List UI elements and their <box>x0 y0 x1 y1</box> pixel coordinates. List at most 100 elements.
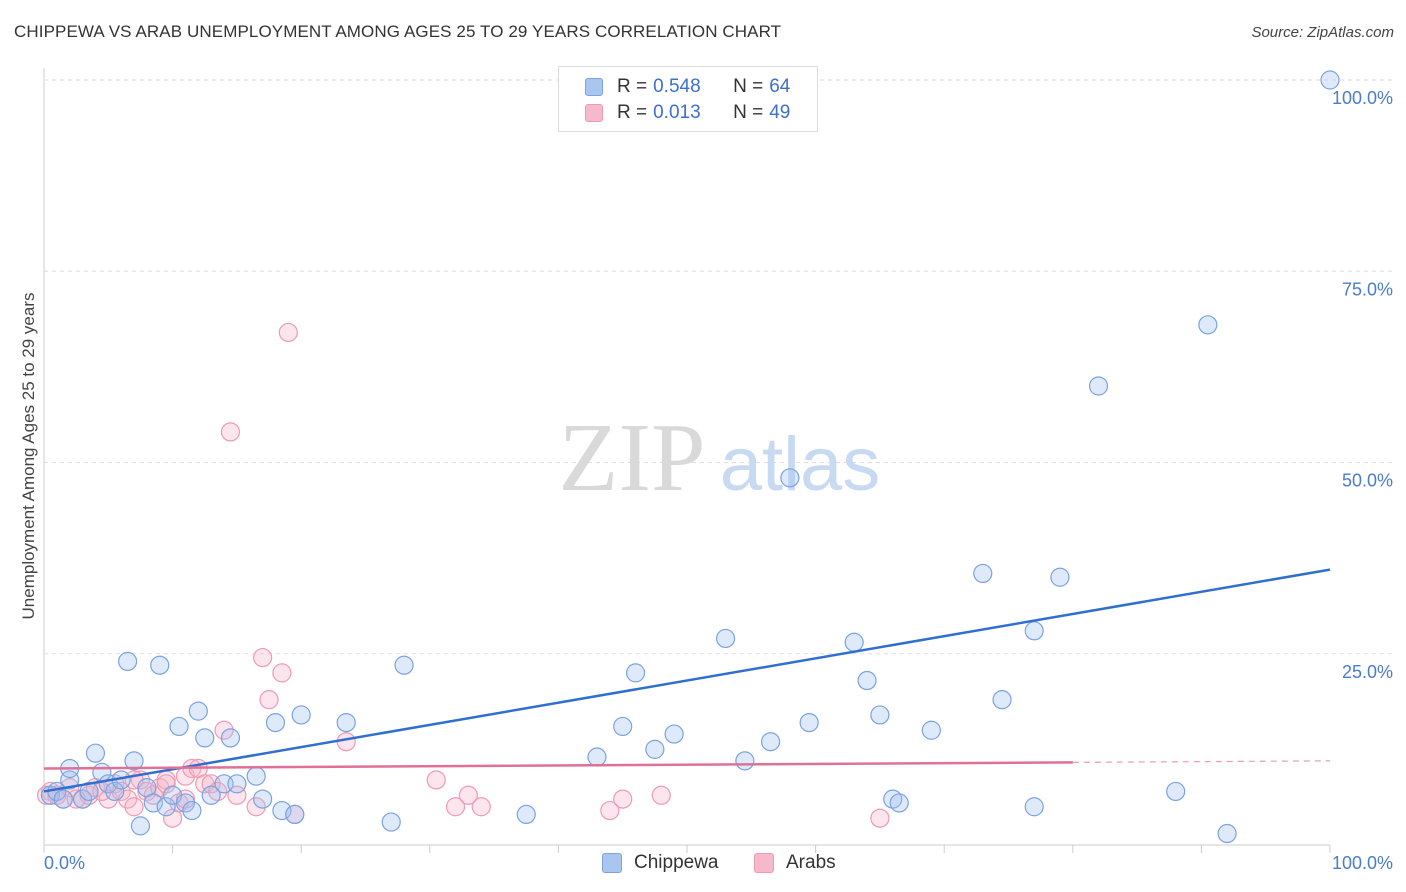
chippewa-point <box>188 701 208 721</box>
chippewa-point <box>105 781 125 802</box>
y-axis-label: Unemployment Among Ages 25 to 29 years <box>19 293 38 620</box>
chippewa-point <box>53 789 73 809</box>
chippewa-point <box>857 670 877 691</box>
chippewa-point <box>394 655 414 675</box>
chippewa-point <box>182 800 202 821</box>
chippewa-point <box>246 766 266 786</box>
chippewa-point <box>1320 70 1340 90</box>
arabs-point <box>613 789 633 809</box>
series-label-chippewa: Chippewa <box>634 852 719 873</box>
chippewa-point <box>60 770 80 790</box>
chippewa-point <box>587 747 607 767</box>
chippewa-point <box>516 804 536 825</box>
chippewa-point <box>1024 797 1044 817</box>
chippewa-point <box>921 720 941 740</box>
legend-n-value: 64 <box>769 76 791 97</box>
chippewa-point <box>272 800 292 821</box>
x-tick-label: 0.0% <box>44 853 85 873</box>
points-layer <box>36 70 1340 844</box>
ticks-layer: 25.0% 50.0% 75.0% 100.0% 0.0% 100.0% <box>44 88 1393 873</box>
watermark-zip: ZIP <box>559 404 706 512</box>
legend-r-label: R = <box>617 76 648 97</box>
legend-n-label: N = <box>733 76 764 97</box>
series-label-arabs: Arabs <box>786 852 836 873</box>
legend-row-arabs: R = 0.013 N = 49 <box>585 101 790 125</box>
chippewa-point <box>227 774 247 794</box>
chippewa-point <box>1217 823 1237 844</box>
chippewa-point <box>156 797 176 817</box>
series-legend-arabs[interactable]: Arabs <box>754 852 836 874</box>
y-tick-label: 75.0% <box>1342 279 1393 299</box>
chippewa-trend-line <box>43 568 1331 793</box>
arabs-point <box>220 422 241 442</box>
arabs-point <box>336 732 356 752</box>
chippewa-point <box>645 739 665 759</box>
chippewa-point <box>169 716 189 737</box>
chippewa-point <box>735 751 755 771</box>
arabs-point <box>600 800 620 821</box>
chippewa-point <box>201 785 221 805</box>
arabs-trend-line <box>43 761 1073 770</box>
chippewa-point <box>715 628 736 649</box>
legend-r-value: 0.548 <box>653 76 701 97</box>
trend-layer <box>43 568 1331 793</box>
series-swatch-chippewa <box>602 853 622 873</box>
arabs-point <box>651 785 671 805</box>
arabs-point <box>214 720 234 740</box>
chippewa-point <box>72 789 93 809</box>
y-tick-label: 25.0% <box>1342 662 1393 682</box>
chippewa-point <box>285 804 305 825</box>
chippewa-point <box>780 468 800 488</box>
chippewa-point <box>625 663 646 683</box>
series-swatch-arabs <box>754 853 774 873</box>
chart-source: Source: ZipAtlas.com <box>1251 24 1394 41</box>
chart-title: CHIPPEWA VS ARAB UNEMPLOYMENT AMONG AGES… <box>14 22 782 41</box>
chippewa-point <box>1166 781 1186 802</box>
series-legend: Chippewa Arabs <box>0 852 1406 876</box>
arabs-trend-extension <box>1072 760 1331 763</box>
chippewa-point <box>844 632 864 652</box>
chippewa-point <box>117 651 138 672</box>
chippewa-point <box>1050 567 1070 587</box>
chippewa-point <box>1198 315 1218 335</box>
arabs-point <box>156 774 176 794</box>
arabs-point <box>143 785 163 805</box>
arabs-point <box>124 797 144 817</box>
legend-r-label: R = <box>617 102 648 123</box>
chippewa-point <box>973 563 993 584</box>
arabs-point <box>445 797 466 817</box>
legend-r-value: 0.013 <box>653 102 701 123</box>
chippewa-point <box>150 655 170 675</box>
chippewa-point <box>799 712 819 733</box>
legend-n-label: N = <box>733 102 764 123</box>
chippewa-point <box>85 743 106 763</box>
chippewa-point <box>1088 376 1109 396</box>
arabs-point <box>259 690 279 710</box>
chippewa-point <box>1024 621 1044 641</box>
arabs-point <box>870 808 890 828</box>
series-legend-chippewa[interactable]: Chippewa <box>602 852 719 874</box>
arabs-point <box>278 322 298 343</box>
chippewa-point <box>889 793 909 813</box>
chippewa-point <box>253 789 273 809</box>
chippewa-point <box>265 712 286 733</box>
arabs-point <box>471 797 491 817</box>
chippewa-point <box>992 690 1012 710</box>
chippewa-point <box>870 705 890 725</box>
arabs-point <box>426 770 446 790</box>
watermark-atlas: atlas <box>720 422 881 507</box>
chippewa-point <box>175 793 196 813</box>
chippewa-point <box>336 712 356 733</box>
chippewa-point <box>760 732 781 752</box>
arabs-point <box>246 797 266 817</box>
chippewa-point <box>143 793 163 813</box>
arabs-point <box>253 647 273 668</box>
chippewa-point <box>381 812 401 832</box>
legend-swatch-chippewa <box>585 78 603 96</box>
chippewa-point <box>291 705 311 725</box>
grid-layer <box>43 68 1396 853</box>
y-tick-label: 100.0% <box>1332 88 1393 108</box>
y-tick-label: 50.0% <box>1342 471 1393 491</box>
chippewa-point <box>613 716 633 737</box>
chippewa-point <box>195 728 215 748</box>
